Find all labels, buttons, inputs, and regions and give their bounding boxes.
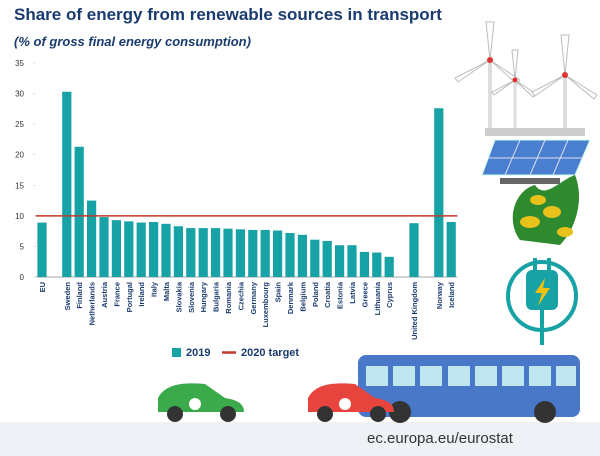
y-tick-label: 10: [15, 212, 24, 221]
illustration: [158, 21, 598, 423]
x-tick-label: Austria: [100, 281, 109, 308]
bar: [74, 146, 84, 277]
footer-band: [0, 422, 600, 456]
bar: [347, 245, 357, 277]
y-tick-label: 15: [15, 181, 24, 190]
bar: [297, 234, 307, 277]
y-tick-label: 25: [15, 120, 24, 129]
bar: [322, 240, 332, 277]
chart-title: Share of energy from renewable sources i…: [14, 5, 442, 24]
bar: [111, 220, 121, 277]
bar: [211, 228, 221, 277]
x-tick-label: France: [112, 282, 121, 307]
x-tick-label: Slovakia: [174, 281, 183, 312]
y-tick-label: 30: [15, 90, 24, 99]
bar: [335, 245, 345, 277]
bar: [173, 226, 183, 277]
bar: [446, 221, 456, 277]
x-tick-label: Romania: [224, 281, 233, 314]
bar: [161, 223, 171, 277]
chart-subtitle: (% of gross final energy consumption): [14, 34, 251, 49]
bar: [260, 229, 270, 277]
x-tick-label: Sweden: [63, 282, 72, 311]
x-tick-label: Cyprus: [385, 282, 394, 308]
y-tick-label: 20: [15, 151, 24, 160]
x-tick-label: Greece: [360, 282, 369, 307]
bar: [235, 229, 245, 277]
x-tick-label: Malta: [162, 281, 171, 301]
bar: [384, 256, 394, 277]
y-tick-label: 0: [20, 273, 25, 282]
bar: [273, 230, 283, 277]
bar: [87, 200, 97, 277]
x-tick-label: Denmark: [286, 281, 295, 314]
bar: [310, 239, 320, 277]
bar: [359, 251, 369, 277]
legend-label: 2020 target: [241, 347, 299, 359]
bar: [62, 91, 72, 277]
x-tick-label: Lithuania: [373, 281, 382, 315]
bar: [186, 228, 196, 277]
bar: [223, 228, 233, 277]
x-tick-label: Ireland: [137, 282, 146, 307]
x-tick-label: Estonia: [336, 281, 345, 309]
x-tick-label: Germany: [249, 281, 258, 314]
x-tick-label: Poland: [311, 282, 320, 307]
x-tick-label: Bulgaria: [212, 281, 221, 312]
x-tick-label: Norway: [435, 281, 444, 309]
bar: [37, 222, 47, 277]
y-tick-label: 35: [15, 59, 24, 68]
x-tick-label: Croatia: [323, 281, 332, 308]
legend-label: 2019: [186, 347, 210, 359]
x-tick-label: Slovenia: [187, 281, 196, 313]
bar: [409, 223, 419, 277]
x-tick-label: Latvia: [348, 281, 357, 304]
x-tick-label: Italy: [150, 281, 159, 297]
source: ec.europa.eu/eurostat: [367, 430, 514, 447]
bar: [198, 228, 208, 277]
x-tick-label: Hungary: [199, 281, 208, 312]
bar: [149, 221, 159, 277]
bar: [124, 221, 134, 277]
legend-swatch: [172, 348, 181, 357]
x-tick-label: Netherlands: [88, 282, 97, 325]
bar: [434, 108, 444, 277]
bar: [99, 217, 109, 277]
bar: [248, 229, 258, 277]
x-tick-label: Iceland: [447, 282, 456, 308]
x-tick-label: Luxembourg: [261, 282, 270, 328]
x-tick-label: Spain: [274, 282, 283, 303]
y-tick-label: 5: [20, 242, 25, 251]
bar: [372, 252, 382, 277]
x-tick-label: Finland: [75, 282, 84, 309]
x-tick-label: EU: [38, 282, 47, 292]
x-tick-label: United Kingdom: [410, 282, 419, 340]
x-tick-label: Belgium: [298, 282, 307, 312]
bar: [136, 222, 146, 277]
x-tick-label: Portugal: [125, 282, 134, 312]
x-tick-label: Czechia: [236, 281, 245, 310]
bar: [285, 232, 295, 277]
